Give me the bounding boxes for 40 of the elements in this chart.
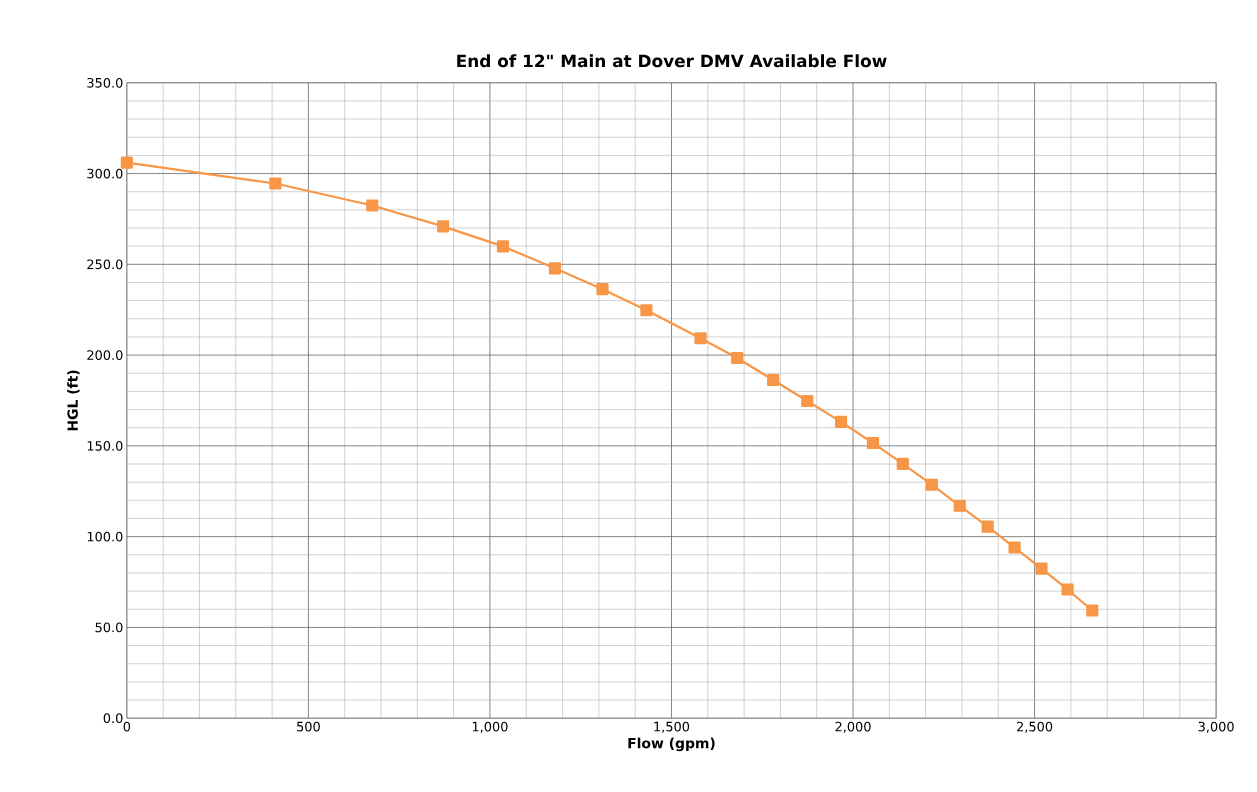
- point: [1086, 604, 1099, 617]
- y-tick-label: 200.0: [87, 350, 123, 360]
- point: [834, 415, 848, 428]
- y-tick-label: 350.0: [87, 77, 123, 88]
- point: [866, 436, 880, 450]
- y-tick-label: 0.0: [103, 713, 123, 724]
- point: [1008, 541, 1021, 554]
- point: [1035, 562, 1048, 575]
- point: [269, 177, 282, 190]
- y-tick-label: 100.0: [87, 531, 123, 542]
- y-tick-label: 300.0: [87, 168, 123, 179]
- y-tick-label: 250.0: [87, 259, 123, 270]
- point: [548, 262, 562, 275]
- point: [953, 499, 966, 512]
- x-tick-label: 2,500: [1017, 721, 1053, 733]
- x-tick-label: 3,000: [1198, 721, 1234, 733]
- point: [731, 351, 744, 365]
- point: [496, 240, 510, 253]
- point: [437, 220, 450, 233]
- point: [120, 156, 133, 169]
- x-axis-title: Flow (gpm): [628, 737, 715, 752]
- point: [801, 394, 814, 408]
- x-tick-label: 1,500: [654, 721, 690, 733]
- x-tick-label: 500: [297, 721, 320, 732]
- point: [694, 332, 707, 345]
- chart-title: End of 12" Main at Dover DMV Available Flow: [457, 54, 887, 68]
- y-tick-label: 50.0: [95, 622, 123, 633]
- point: [366, 199, 379, 212]
- y-tick-label: 150.0: [87, 440, 123, 451]
- x-tick-label: 0: [123, 721, 131, 732]
- x-tick-label: 1,000: [472, 721, 508, 733]
- point: [767, 373, 780, 387]
- point: [596, 283, 609, 296]
- point: [640, 304, 653, 317]
- x-tick-label: 2,000: [835, 721, 871, 733]
- y-axis-title: HGL (ft): [67, 370, 80, 431]
- point: [981, 520, 994, 533]
- point: [896, 457, 909, 470]
- point: [925, 478, 938, 491]
- point: [1061, 583, 1074, 596]
